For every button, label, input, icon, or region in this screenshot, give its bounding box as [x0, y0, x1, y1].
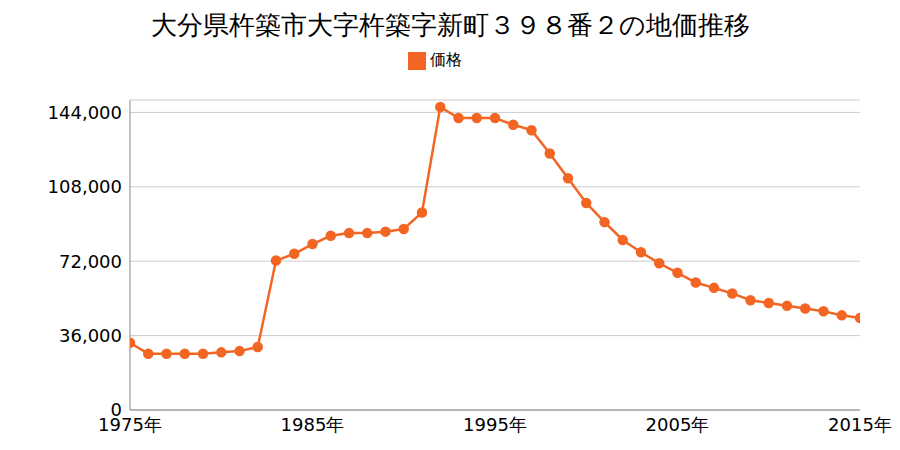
- svg-text:108,000: 108,000: [48, 176, 122, 197]
- html-text:大分県杵築市大字杵築字新町３９８番２の地価推移: 大分県杵築市大字杵築字新町３９８番２の地価推移: [150, 10, 750, 40]
- svg-text:0: 0: [111, 399, 122, 420]
- svg-text:2015年: 2015年: [828, 414, 892, 435]
- svg-text:144,000: 144,000: [48, 102, 122, 123]
- svg-text:1995年: 1995年: [463, 414, 527, 435]
- svg-text:2005年: 2005年: [646, 414, 710, 435]
- svg-text:72,000: 72,000: [59, 251, 122, 272]
- html-text:価格: 価格: [430, 50, 462, 69]
- svg-text:1975年: 1975年: [98, 414, 162, 435]
- svg-text:1985年: 1985年: [281, 414, 345, 435]
- svg-text:36,000: 36,000: [59, 325, 122, 346]
